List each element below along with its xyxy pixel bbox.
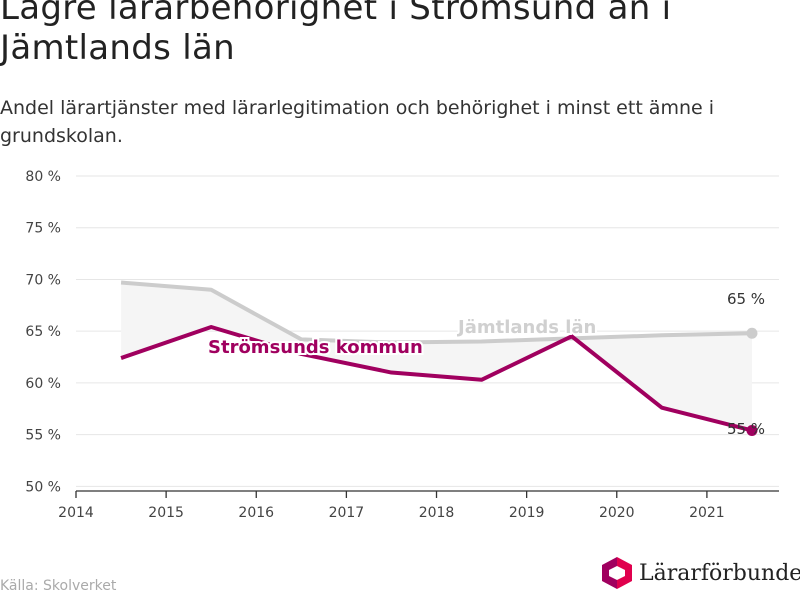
series-label-stromsund: Strömsunds kommun [208,337,423,358]
chart-title: Lägre lärarbehörighet i Strömsund än i J… [0,0,672,68]
brand-logo: Lärarförbundet [601,556,800,590]
y-tick-label: 75 % [25,221,61,237]
series-gap-area [121,282,752,431]
series-line-jamtland [120,280,753,345]
x-tick-label: 2017 [329,505,365,520]
end-value-jamtland: 65 % [727,290,765,308]
gridlines: 50 % 55 % 60 % 65 % 70 % 75 % 80 % [25,169,779,495]
gap-band [121,282,752,431]
y-tick-label: 55 % [25,428,61,444]
chart-subtitle: Andel lärartjänster med lärarlegitimatio… [0,97,715,147]
logo-icon [602,557,632,589]
y-tick-label: 70 % [25,272,61,288]
x-axis: 2014 2015 2016 2017 2018 2019 2020 2021 [58,490,779,520]
end-value-stromsund: 55 % [727,420,765,438]
x-tick-label: 2020 [599,505,635,520]
x-tick-label: 2015 [148,505,184,520]
y-tick-label: 60 % [25,376,61,392]
x-tick-label: 2021 [689,505,725,520]
series-labels: Jämtlands län Strömsunds kommun 65 % 55 … [206,290,765,438]
series-label-jamtland: Jämtlands län [456,317,596,338]
x-tick-label: 2019 [509,505,545,520]
data-point-jamtland [746,327,758,339]
y-tick-label: 50 % [25,479,61,495]
y-tick-label: 65 % [25,324,61,340]
x-tick-label: 2018 [419,505,455,520]
line-chart: 50 %55 %60 %65 %70 %75 %80 % 2014 2015 201… [25,169,779,520]
x-tick-label: 2016 [238,505,274,520]
x-tick-label: 2014 [58,505,94,520]
series-line-stromsund [120,325,753,433]
data-point-stromsund [746,424,758,436]
logo-text: Lärarförbundet [639,560,800,586]
source-note: Källa: Skolverket [0,578,117,594]
y-tick-label: 80 % [25,169,61,185]
series-lines [120,280,758,436]
